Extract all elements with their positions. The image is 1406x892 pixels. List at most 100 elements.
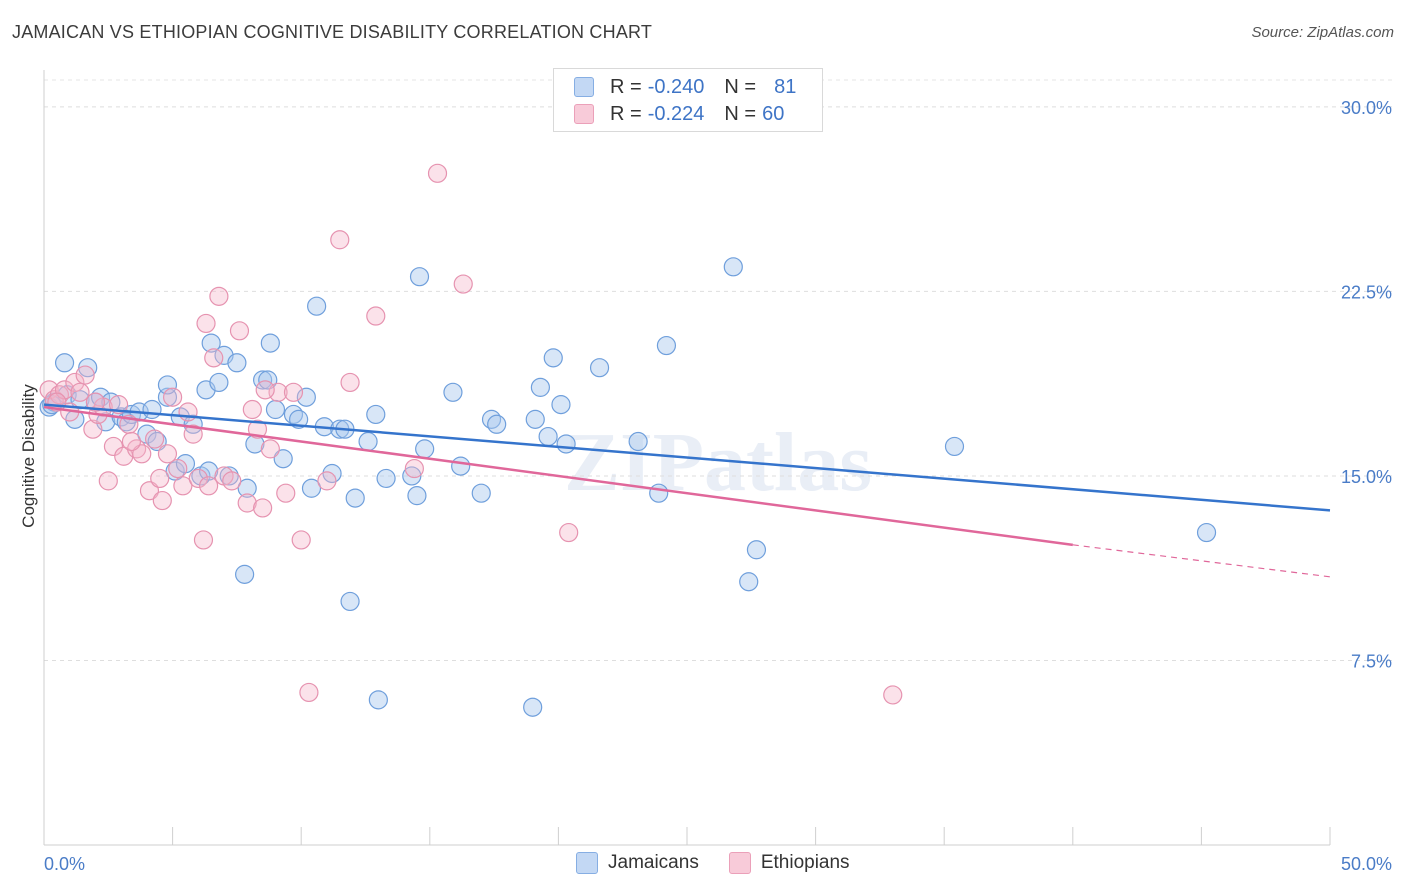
jamaican-point: [376, 468, 396, 489]
stats-legend: R = -0.240 N = 81 R = -0.224 N = 60: [553, 68, 823, 132]
r-value: -0.240: [647, 75, 705, 98]
ethiopian-point: [132, 444, 152, 464]
y-axis-label: Cognitive Disability: [19, 384, 38, 528]
ethiopian-point: [75, 365, 95, 385]
legend-label: Ethiopians: [760, 852, 850, 873]
ethiopian-point: [260, 439, 280, 459]
trend-lines: [43, 403, 1331, 578]
jamaican-point: [273, 449, 293, 469]
ethiopian-point: [152, 490, 172, 511]
jamaican-point: [265, 399, 286, 420]
jamaican-point: [451, 456, 471, 476]
jamaican-point: [656, 335, 677, 356]
jamaican-point: [407, 486, 427, 506]
jamaican-point: [746, 540, 767, 560]
jamaican-point: [260, 333, 280, 353]
jamaican-point: [78, 358, 98, 378]
jamaican-point: [723, 257, 743, 277]
jamaican-point: [628, 431, 648, 452]
jamaican-point: [368, 690, 388, 710]
ethiopian-point: [291, 530, 311, 550]
jamaican-point: [487, 414, 507, 434]
jamaican-point: [523, 697, 543, 717]
ethiopian-point: [199, 476, 219, 496]
jamaican-point: [307, 296, 327, 316]
jamaican-point: [409, 267, 430, 287]
jamaican-point: [340, 591, 360, 612]
ethiopian-point: [330, 230, 350, 250]
ethiopians-swatch-icon: [728, 852, 751, 874]
ethiopian-point: [173, 476, 193, 496]
ethiopian-point: [188, 468, 208, 489]
ethiopian-point: [242, 399, 262, 420]
ethiopian-point: [427, 163, 448, 183]
n-value: 81: [774, 75, 797, 98]
jamaican-point: [209, 372, 229, 393]
jamaican-point: [556, 434, 576, 454]
jamaican-point: [54, 353, 75, 373]
jamaican-point: [443, 382, 463, 402]
jamaicans-swatch-icon: [576, 852, 598, 874]
jamaican-point: [525, 409, 545, 429]
jamaican-point: [739, 572, 759, 592]
series-legend: Jamaicans Ethiopians: [576, 852, 880, 874]
ethiopian-point: [317, 471, 337, 491]
jamaican-point: [345, 488, 365, 508]
jamaicans-swatch-icon: [574, 77, 594, 97]
y-tick-label: 15.0%: [1341, 467, 1392, 487]
ethiopian-point: [247, 419, 268, 439]
ethiopian-point: [70, 382, 90, 402]
jamaican-point: [296, 387, 316, 407]
r-label: R =: [610, 102, 642, 125]
ethiopian-point: [253, 498, 273, 518]
ethiopian-point: [196, 313, 216, 334]
jamaican-point: [415, 439, 435, 459]
jamaican-point: [201, 333, 221, 353]
source-label: Source: ZipAtlas.com: [1251, 24, 1394, 41]
chart-title: JAMAICAN VS ETHIOPIAN COGNITIVE DISABILI…: [12, 22, 653, 42]
jamaican-point: [543, 348, 563, 368]
legend-item-jamaicans: Jamaicans: [576, 852, 699, 874]
jamaican-point: [199, 461, 219, 481]
ethiopians-points: [39, 163, 903, 705]
jamaicans-points: [39, 257, 1217, 717]
ethiopian-point: [163, 387, 183, 407]
jamaican-point: [227, 353, 247, 373]
jamaican-point: [471, 483, 491, 503]
jamaican-point: [289, 409, 309, 429]
jamaican-point: [538, 426, 558, 447]
ethiopian-point: [103, 436, 124, 457]
r-value: -0.224: [647, 102, 705, 125]
jamaican-point: [235, 564, 255, 584]
jamaican-point: [147, 431, 167, 452]
ethiopian-point: [404, 458, 424, 479]
ethiopian-point: [65, 372, 85, 393]
jamaican-point: [649, 483, 669, 503]
jamaican-point: [366, 404, 386, 425]
jamaicans-trend-line: [43, 403, 1331, 512]
jamaican-point: [165, 461, 185, 481]
axes: [43, 70, 1331, 846]
ethiopian-point: [139, 481, 160, 501]
ethiopian-point: [98, 471, 118, 491]
ethiopian-point: [276, 483, 296, 503]
ethiopian-point: [453, 274, 473, 294]
legend-item-ethiopians: Ethiopians: [728, 852, 850, 874]
ethiopians-trend-line: [43, 405, 1073, 547]
ethiopian-point: [168, 458, 188, 479]
legend-row-ethiopians: R = -0.224 N = 60: [574, 101, 784, 127]
ethiopian-point: [229, 321, 250, 341]
jamaican-point: [589, 358, 610, 378]
n-label: N =: [724, 102, 757, 125]
ethiopian-point: [222, 471, 242, 491]
watermark: ZIPatlas: [564, 416, 872, 509]
ethiopian-point: [178, 402, 198, 422]
x-tick-label: 50.0%: [1341, 854, 1392, 874]
n-value: 60: [762, 102, 785, 125]
ethiopian-point: [559, 522, 579, 543]
ethiopian-point: [193, 530, 214, 550]
y-tick-label: 30.0%: [1341, 98, 1392, 118]
ethiopian-point: [150, 468, 170, 489]
n-label: N =: [724, 75, 757, 98]
jamaican-point: [237, 478, 257, 498]
